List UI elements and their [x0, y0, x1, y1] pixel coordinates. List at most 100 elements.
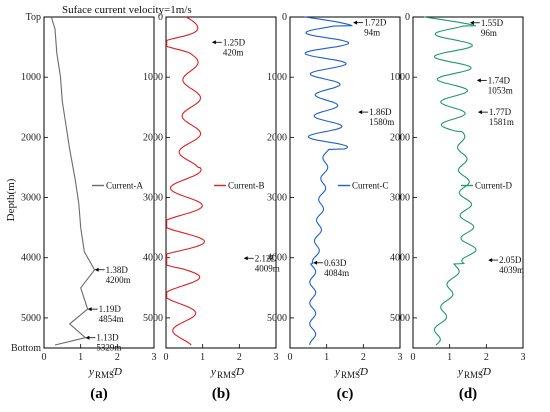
y-axis-label: Depth(m) — [5, 178, 17, 221]
annotation-arrowhead — [353, 20, 358, 25]
y-tick-label: 2000 — [21, 132, 41, 143]
y-tick-label: 0 — [158, 12, 163, 23]
annotation-arrowhead — [488, 258, 493, 263]
x-axis-label-sub: RMS — [464, 370, 483, 380]
x-axis-label-sub: RMS — [341, 370, 360, 380]
annotation-arrowhead — [94, 267, 99, 272]
annotation-arrowhead — [313, 260, 318, 265]
annotation-label: 4854m — [99, 314, 124, 324]
annotation-label: 1.19D — [99, 304, 122, 314]
x-tick-label: 3 — [521, 352, 526, 363]
x-axis-label-sub: RMS — [217, 370, 236, 380]
y-tick-label: 1000 — [267, 72, 287, 83]
panel-label: (a) — [90, 386, 108, 402]
plot-frame — [43, 16, 155, 349]
x-axis-label: y — [334, 366, 340, 378]
annotation-arrowhead — [477, 110, 482, 115]
x-axis-label-tail: /D — [356, 366, 368, 378]
y-tick-label: 0 — [282, 12, 287, 23]
y-tick-label: 4000 — [390, 253, 410, 264]
y-tick-label: 4000 — [267, 253, 287, 264]
x-tick-label: 1 — [324, 352, 329, 363]
figure-title: Suface current velocity=1m/s — [62, 4, 192, 16]
x-tick-label: 1 — [200, 352, 205, 363]
x-tick-label: 0 — [288, 352, 293, 363]
series-line — [304, 16, 353, 345]
y-tick-label: 3000 — [390, 193, 410, 204]
x-axis-label-tail: /D — [479, 366, 491, 378]
x-axis-label: y — [457, 366, 463, 378]
annotation-label: 1.55D — [481, 18, 504, 28]
x-axis-label: y — [210, 366, 216, 378]
x-tick-label: 0 — [411, 352, 416, 363]
y-tick-label: 2000 — [390, 132, 410, 143]
annotation-label: 1.38D — [106, 265, 129, 275]
series-line — [423, 16, 477, 346]
annotation-label: 1.74D — [488, 75, 511, 85]
y-tick-label: 1000 — [390, 72, 410, 83]
panel-label: (d) — [459, 386, 477, 402]
annotation-label: 1580m — [369, 117, 394, 127]
y-tick-label: 0 — [405, 12, 410, 23]
legend-label: Current-A — [106, 181, 143, 191]
panel-label: (c) — [337, 386, 354, 402]
legend-label: Current-C — [352, 181, 389, 191]
annotation-label: 420m — [223, 47, 244, 57]
y-tick-label: 3000 — [143, 193, 163, 204]
annotation-arrowhead — [211, 40, 216, 45]
annotation-arrowhead — [87, 307, 92, 312]
annotation-label: 4084m — [324, 268, 349, 278]
series-line — [50, 16, 96, 346]
y-tick-label: 2000 — [267, 132, 287, 143]
annotation-label: 96m — [481, 28, 497, 38]
plot-frame — [165, 16, 277, 349]
annotation-arrowhead — [85, 335, 90, 340]
x-tick-label: 1 — [447, 352, 452, 363]
plot-frame — [412, 16, 524, 349]
annotation-label: 94m — [364, 28, 380, 38]
annotation-label: 0.63D — [324, 258, 347, 268]
top-label: Top — [26, 12, 41, 23]
bottom-label: Bottom — [11, 343, 41, 354]
x-tick-label: 0 — [42, 352, 47, 363]
x-axis-label-tail: /D — [110, 366, 122, 378]
x-tick-label: 3 — [274, 352, 279, 363]
annotation-arrowhead — [243, 256, 248, 261]
series-line — [166, 16, 205, 346]
annotation-label: 1581m — [489, 117, 514, 127]
y-tick-label: 5000 — [143, 313, 163, 324]
annotation-label: 2.05D — [499, 255, 522, 265]
x-axis-label-tail: /D — [232, 366, 244, 378]
y-tick-label: 4000 — [21, 253, 41, 264]
plot-frame — [289, 16, 401, 349]
y-tick-label: 4000 — [143, 253, 163, 264]
annotation-label: 2.12D — [255, 253, 278, 263]
y-tick-label: 5000 — [21, 313, 41, 324]
annotation-arrowhead — [358, 110, 363, 115]
x-axis-label-sub: RMS — [95, 370, 114, 380]
annotation-label: 4039m — [499, 265, 524, 275]
x-tick-label: 2 — [484, 352, 489, 363]
x-tick-label: 3 — [152, 352, 157, 363]
annotation-label: 1.13D — [96, 333, 119, 343]
annotation-arrowhead — [476, 78, 481, 83]
annotation-arrowhead — [469, 20, 474, 25]
legend-label: Current-D — [475, 181, 512, 191]
x-tick-label: 2 — [237, 352, 242, 363]
annotation-label: 1.86D — [369, 107, 392, 117]
annotation-label: 4009m — [255, 263, 280, 273]
y-tick-label: 1000 — [143, 72, 163, 83]
annotation-label: 1.25D — [223, 37, 246, 47]
annotation-label: 1.72D — [364, 18, 387, 28]
legend-label: Current-B — [228, 181, 265, 191]
x-tick-label: 2 — [115, 352, 120, 363]
y-tick-label: 3000 — [267, 193, 287, 204]
x-axis-label: y — [88, 366, 94, 378]
annotation-label: 4200m — [106, 275, 131, 285]
x-tick-label: 3 — [398, 352, 403, 363]
y-tick-label: 2000 — [143, 132, 163, 143]
x-tick-label: 0 — [164, 352, 169, 363]
annotation-label: 5329m — [96, 343, 121, 353]
x-tick-label: 1 — [78, 352, 83, 363]
